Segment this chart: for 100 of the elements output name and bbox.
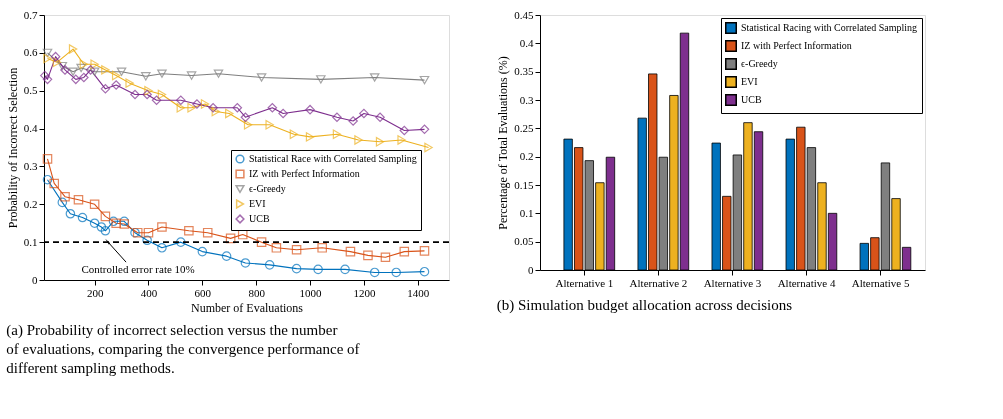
- point: [278, 108, 288, 119]
- y-axis-title: Percentage of Total Evaluations (%): [496, 56, 511, 230]
- legend-label: UCB: [741, 94, 762, 105]
- point: [116, 67, 127, 77]
- point: [176, 237, 186, 247]
- point: [225, 108, 234, 119]
- point: [176, 95, 186, 105]
- point: [60, 65, 70, 75]
- point: [305, 132, 315, 142]
- point: [240, 112, 251, 122]
- point: [68, 44, 78, 54]
- point: [79, 59, 89, 69]
- point: [100, 84, 111, 94]
- x-tick-label: 1400: [407, 286, 430, 299]
- point: [70, 74, 81, 85]
- point: [345, 246, 356, 257]
- legend-label: Statistical Race with Correlated Sampling: [249, 153, 417, 164]
- point: [50, 51, 61, 62]
- point: [267, 102, 278, 113]
- point: [369, 267, 380, 278]
- point: [213, 69, 224, 78]
- point: [264, 260, 275, 270]
- point: [60, 191, 70, 202]
- point: [256, 73, 267, 82]
- point: [316, 75, 326, 84]
- point: [142, 235, 152, 246]
- point: [57, 61, 68, 71]
- point: [186, 71, 197, 80]
- point: [77, 212, 88, 223]
- y-tick-label: 0.5: [23, 84, 38, 97]
- point: [73, 194, 84, 205]
- point: [49, 178, 60, 189]
- point: [42, 174, 53, 185]
- point: [111, 70, 121, 81]
- legend-label: ϵ-Greedy: [249, 183, 286, 194]
- point: [291, 263, 302, 274]
- point: [176, 102, 186, 113]
- y-tick-label: 0.35: [514, 65, 534, 78]
- point: [289, 129, 299, 140]
- point: [256, 237, 267, 247]
- point: [192, 99, 202, 109]
- point: [359, 108, 369, 119]
- point: [317, 243, 327, 253]
- point: [111, 80, 121, 90]
- y-tick-label: 0: [528, 263, 534, 276]
- point: [100, 211, 111, 222]
- point: [340, 264, 350, 275]
- point: [291, 244, 302, 255]
- legend-label: IZ with Perfect Information: [741, 40, 852, 51]
- legend-label: IZ with Perfect Information: [249, 168, 360, 179]
- point: [211, 106, 221, 117]
- point: [380, 252, 391, 263]
- point: [397, 135, 406, 145]
- point: [208, 102, 218, 113]
- point: [79, 72, 89, 83]
- y-tick-label: 0.45: [514, 8, 534, 21]
- y-tick-label: 0.2: [519, 150, 534, 163]
- point: [243, 120, 253, 130]
- point: [76, 63, 86, 73]
- legend-label: EVI: [249, 198, 266, 209]
- point: [399, 246, 410, 257]
- y-tick-label: 0: [32, 273, 38, 286]
- legend-label: ϵ-Greedy: [741, 58, 778, 69]
- legend-label: UCB: [249, 213, 270, 224]
- x-tick-label: 400: [140, 286, 158, 299]
- point: [202, 227, 213, 238]
- point: [375, 137, 385, 147]
- point: [399, 125, 410, 136]
- point: [68, 67, 78, 77]
- point: [354, 135, 363, 145]
- point: [57, 197, 68, 208]
- point: [157, 243, 167, 253]
- point: [89, 199, 100, 210]
- y-tick-label: 0.6: [23, 46, 38, 59]
- x-tick-label: 600: [194, 286, 212, 299]
- point: [369, 73, 380, 82]
- point: [43, 53, 52, 64]
- point: [419, 75, 430, 85]
- point: [240, 258, 251, 268]
- y-axis-title: Probability of Incorrect Selection: [5, 67, 20, 229]
- y-tick-label: 0.1: [519, 206, 534, 219]
- y-tick-label: 0.1: [23, 235, 38, 248]
- point: [141, 72, 151, 81]
- point: [419, 124, 430, 135]
- point: [101, 65, 110, 75]
- point: [424, 142, 433, 153]
- x-tick-label: Alternative 1: [555, 276, 614, 289]
- point: [419, 266, 430, 277]
- point: [89, 218, 100, 228]
- point: [332, 112, 342, 122]
- y-tick-label: 0.25: [514, 121, 534, 134]
- point: [265, 120, 274, 130]
- x-tick-label: 200: [86, 286, 104, 299]
- text: (a) Probability of incorrect selection versus the number of evaluations, comparing the convergence performance of different sampling methods.: [6, 322, 360, 376]
- point: [100, 226, 111, 236]
- point: [232, 102, 243, 113]
- x-tick-label: 800: [248, 286, 266, 299]
- point: [65, 208, 76, 219]
- point: [391, 267, 401, 278]
- point: [305, 104, 315, 115]
